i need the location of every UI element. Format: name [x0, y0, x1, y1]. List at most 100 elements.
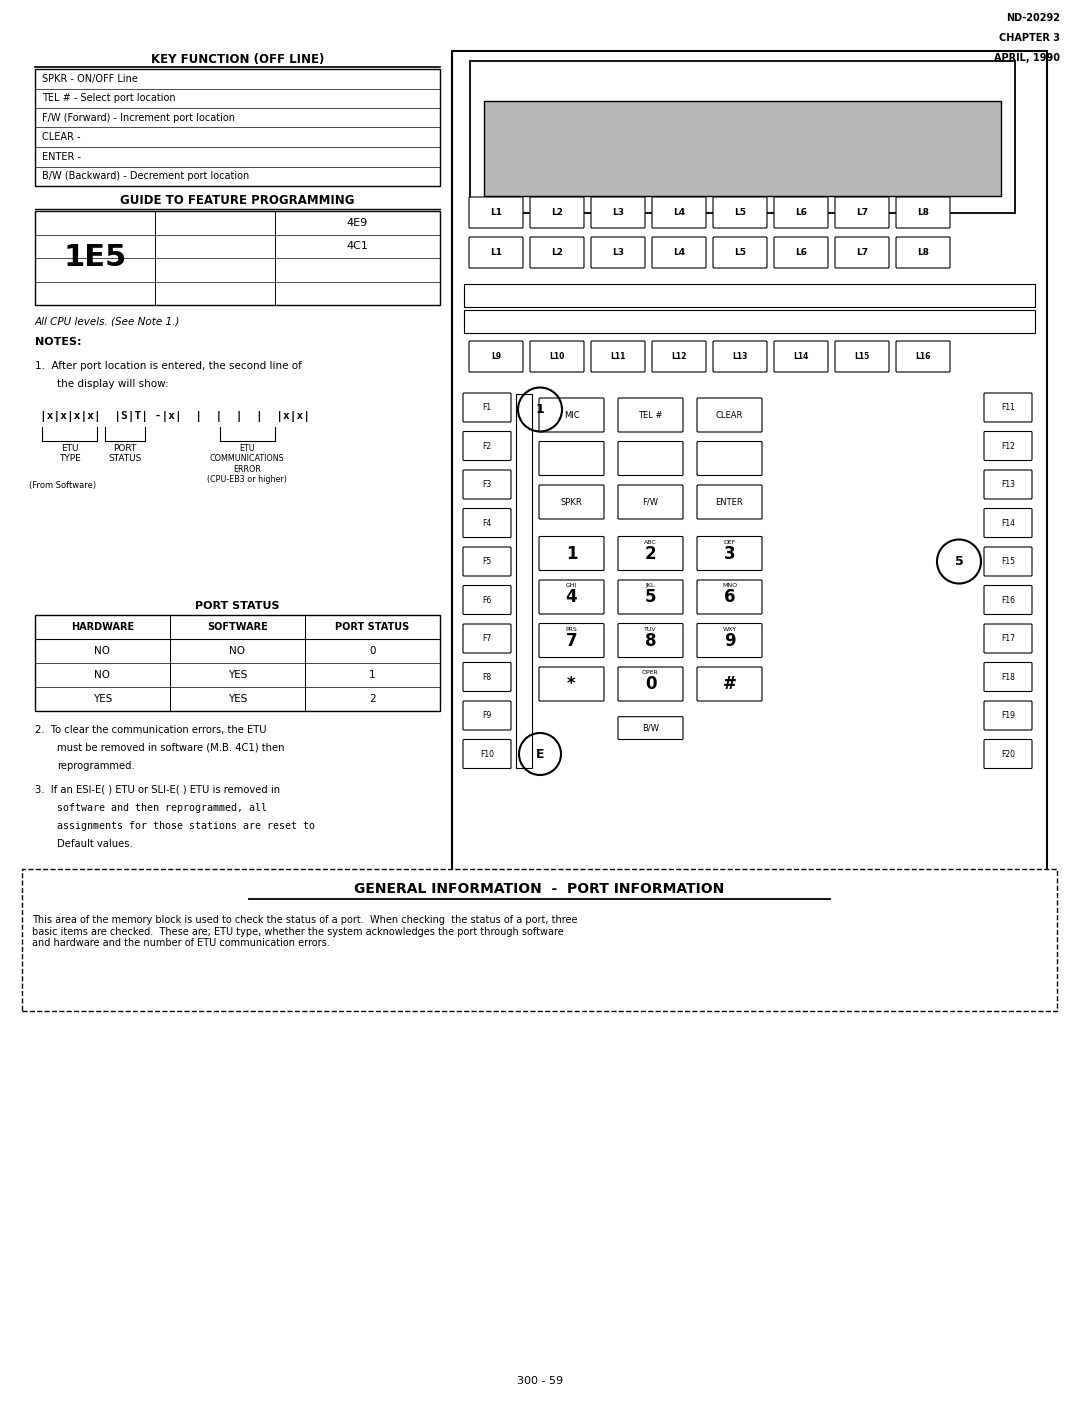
Text: software and then reprogrammed, all: software and then reprogrammed, all	[57, 803, 267, 813]
Text: KEY FUNCTION (OFF LINE): KEY FUNCTION (OFF LINE)	[151, 52, 324, 66]
FancyBboxPatch shape	[618, 623, 683, 657]
FancyBboxPatch shape	[530, 198, 584, 228]
Text: L6: L6	[795, 248, 807, 256]
Text: 0: 0	[645, 675, 657, 693]
FancyBboxPatch shape	[463, 663, 511, 692]
FancyBboxPatch shape	[697, 537, 762, 570]
Text: L11: L11	[610, 352, 625, 361]
Text: All CPU levels. (See Note 1.): All CPU levels. (See Note 1.)	[35, 317, 180, 326]
Text: 0: 0	[369, 646, 376, 656]
Text: F8: F8	[483, 672, 491, 681]
Text: F2: F2	[483, 441, 491, 451]
Text: PORT STATUS: PORT STATUS	[195, 601, 280, 611]
Text: 2: 2	[645, 545, 657, 562]
FancyBboxPatch shape	[984, 740, 1032, 769]
Text: HARDWARE: HARDWARE	[71, 622, 134, 632]
FancyBboxPatch shape	[539, 537, 604, 570]
FancyBboxPatch shape	[984, 700, 1032, 730]
FancyBboxPatch shape	[539, 485, 604, 518]
FancyBboxPatch shape	[618, 667, 683, 700]
Text: |x|x|x|x|  |S|T| -|x|  |  |  |  |  |x|x|: |x|x|x|x| |S|T| -|x| | | | | |x|x|	[40, 410, 310, 422]
Text: JKL: JKL	[646, 583, 656, 588]
Text: 4C1: 4C1	[347, 241, 368, 251]
Text: L3: L3	[612, 248, 624, 256]
Text: 7: 7	[566, 632, 578, 650]
FancyBboxPatch shape	[469, 198, 523, 228]
FancyBboxPatch shape	[618, 537, 683, 570]
FancyBboxPatch shape	[591, 198, 645, 228]
FancyBboxPatch shape	[835, 340, 889, 373]
FancyBboxPatch shape	[713, 340, 767, 373]
Text: F/W: F/W	[643, 497, 659, 507]
Text: ETU
TYPE: ETU TYPE	[59, 444, 81, 464]
FancyBboxPatch shape	[539, 441, 604, 475]
Text: SOFTWARE: SOFTWARE	[207, 622, 268, 632]
Text: 2: 2	[369, 693, 376, 703]
FancyBboxPatch shape	[697, 398, 762, 432]
Text: 1.  After port location is entered, the second line of: 1. After port location is entered, the s…	[35, 361, 302, 371]
FancyBboxPatch shape	[652, 198, 706, 228]
FancyBboxPatch shape	[984, 586, 1032, 615]
Text: 5: 5	[955, 555, 963, 567]
Text: L4: L4	[673, 248, 685, 256]
FancyBboxPatch shape	[618, 441, 683, 475]
Text: 3.  If an ESI-E( ) ETU or SLI-E( ) ETU is removed in: 3. If an ESI-E( ) ETU or SLI-E( ) ETU is…	[35, 785, 280, 794]
Text: F/W (Forward) - Increment port location: F/W (Forward) - Increment port location	[42, 112, 235, 123]
Text: F13: F13	[1001, 481, 1015, 489]
Text: L1: L1	[490, 248, 502, 256]
Text: F6: F6	[483, 595, 491, 604]
Text: 300 - 59: 300 - 59	[517, 1376, 563, 1386]
Text: MNO: MNO	[721, 583, 737, 588]
FancyBboxPatch shape	[463, 586, 511, 615]
Bar	[516, 394, 532, 768]
Text: F7: F7	[483, 635, 491, 643]
Text: B/W: B/W	[642, 723, 659, 733]
Text: 1: 1	[566, 545, 577, 562]
FancyBboxPatch shape	[469, 340, 523, 373]
Text: L5: L5	[734, 248, 746, 256]
FancyBboxPatch shape	[697, 667, 762, 700]
Bar	[35, 69, 440, 186]
FancyBboxPatch shape	[984, 394, 1032, 422]
Text: B/W (Backward) - Decrement port location: B/W (Backward) - Decrement port location	[42, 171, 249, 181]
Text: PRS: PRS	[566, 626, 578, 632]
FancyBboxPatch shape	[463, 509, 511, 538]
FancyBboxPatch shape	[469, 237, 523, 268]
FancyBboxPatch shape	[539, 580, 604, 614]
Text: F11: F11	[1001, 403, 1015, 412]
Text: #: #	[723, 675, 737, 693]
Text: SPKR - ON/OFF Line: SPKR - ON/OFF Line	[42, 74, 138, 84]
FancyBboxPatch shape	[618, 717, 683, 740]
Text: 4: 4	[566, 588, 578, 607]
Text: F12: F12	[1001, 441, 1015, 451]
FancyBboxPatch shape	[835, 237, 889, 268]
Bar	[22, 869, 1057, 1012]
Text: ND-20292: ND-20292	[1005, 13, 1059, 22]
Text: L7: L7	[856, 248, 868, 256]
Text: 6: 6	[724, 588, 735, 607]
FancyBboxPatch shape	[463, 700, 511, 730]
Text: MIC: MIC	[564, 410, 579, 419]
FancyBboxPatch shape	[896, 237, 950, 268]
Text: F10: F10	[480, 750, 494, 758]
FancyBboxPatch shape	[591, 237, 645, 268]
FancyBboxPatch shape	[713, 237, 767, 268]
Text: F20: F20	[1001, 750, 1015, 758]
Text: YES: YES	[93, 693, 112, 703]
Text: ABC: ABC	[644, 539, 657, 545]
Text: L8: L8	[917, 207, 929, 217]
FancyBboxPatch shape	[618, 485, 683, 518]
Text: L1: L1	[490, 207, 502, 217]
Text: YES: YES	[228, 693, 247, 703]
Text: NO: NO	[229, 646, 245, 656]
FancyBboxPatch shape	[463, 623, 511, 653]
Text: Default values.: Default values.	[57, 839, 133, 849]
Text: ENTER: ENTER	[716, 497, 743, 507]
FancyBboxPatch shape	[984, 432, 1032, 461]
FancyBboxPatch shape	[463, 469, 511, 499]
FancyBboxPatch shape	[463, 394, 511, 422]
Text: 8: 8	[645, 632, 657, 650]
FancyBboxPatch shape	[697, 580, 762, 614]
FancyBboxPatch shape	[463, 546, 511, 576]
Bar	[464, 284, 1035, 307]
